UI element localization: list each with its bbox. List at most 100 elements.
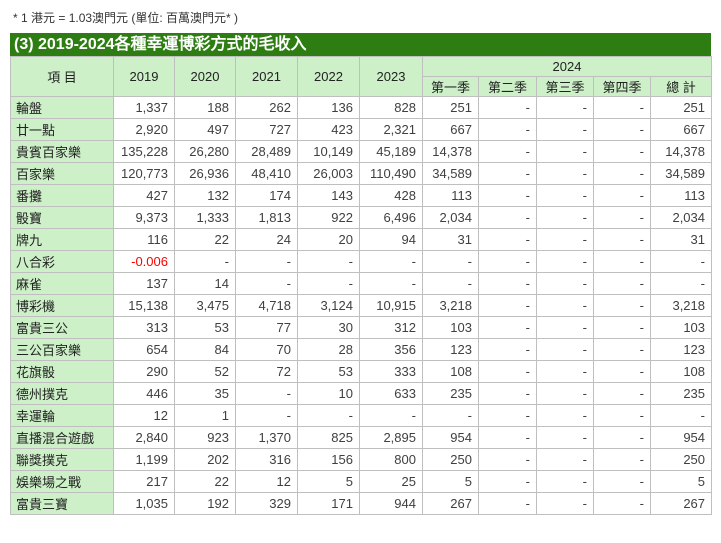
table-row: 富貴三公 313 53 77 30 312 103 - - - 103: [10, 316, 713, 339]
table-row: 花旗骰 290 52 72 53 333 108 - - - 108: [10, 360, 713, 383]
value-cell: 113: [422, 184, 479, 207]
value-cell: 123: [422, 338, 479, 361]
row-label: 廿一點: [10, 118, 114, 141]
value-cell: 156: [297, 448, 360, 471]
value-cell: 1,813: [235, 206, 298, 229]
value-cell: 2,321: [359, 118, 423, 141]
table-row: 富貴三寶 1,035 192 329 171 944 267 - - - 267: [10, 492, 713, 515]
value-cell: -: [536, 272, 594, 295]
value-cell: 497: [174, 118, 236, 141]
value-cell: -: [536, 470, 594, 493]
row-label: 貴賓百家樂: [10, 140, 114, 163]
value-cell: 1,035: [113, 492, 175, 515]
value-cell: 110,490: [359, 162, 423, 185]
value-cell: 423: [297, 118, 360, 141]
row-label: 輪盤: [10, 96, 114, 119]
value-cell: -: [649, 272, 713, 295]
value-cell: 944: [359, 492, 423, 515]
value-cell: 251: [649, 96, 713, 119]
table-row: 貴賓百家樂 135,228 26,280 28,489 10,149 45,18…: [10, 140, 713, 163]
value-cell: -: [536, 404, 594, 427]
value-cell: 1: [174, 404, 236, 427]
value-cell: 267: [422, 492, 479, 515]
value-cell: -: [593, 382, 651, 405]
col-header-2021: 2021: [235, 56, 298, 97]
value-cell: 1,337: [113, 96, 175, 119]
table-row: 百家樂 120,773 26,936 48,410 26,003 110,490…: [10, 162, 713, 185]
value-cell: 3,218: [422, 294, 479, 317]
value-cell: 143: [297, 184, 360, 207]
value-cell: 22: [174, 228, 236, 251]
value-cell: -: [536, 206, 594, 229]
value-cell: 103: [422, 316, 479, 339]
value-cell: 217: [113, 470, 175, 493]
value-cell: 12: [113, 404, 175, 427]
value-cell: 136: [297, 96, 360, 119]
col-header-q4: 第四季: [593, 76, 651, 97]
table-row: 聯獎撲克 1,199 202 316 156 800 250 - - - 250: [10, 448, 713, 471]
value-cell: 5: [422, 470, 479, 493]
value-cell: 192: [174, 492, 236, 515]
value-cell: 108: [422, 360, 479, 383]
value-cell: -: [536, 316, 594, 339]
table-row: 廿一點 2,920 497 727 423 2,321 667 - - - 66…: [10, 118, 713, 141]
value-cell: 10,149: [297, 140, 360, 163]
value-cell: -0.006: [113, 250, 175, 273]
value-cell: -: [478, 316, 537, 339]
value-cell: 132: [174, 184, 236, 207]
value-cell: -: [536, 338, 594, 361]
table-row: 幸運輪 12 1 - - - - - - - -: [10, 404, 713, 427]
value-cell: 922: [297, 206, 360, 229]
value-cell: 94: [359, 228, 423, 251]
table-row: 直播混合遊戲 2,840 923 1,370 825 2,895 954 - -…: [10, 426, 713, 449]
value-cell: 800: [359, 448, 423, 471]
value-cell: 31: [649, 228, 713, 251]
exchange-rate-note: * 1 港元 = 1.03澳門元 (單位: 百萬澳門元* ): [13, 11, 239, 25]
value-cell: 5: [297, 470, 360, 493]
col-header-2022: 2022: [297, 56, 360, 97]
table-row: 三公百家樂 654 84 70 28 356 123 - - - 123: [10, 338, 713, 361]
value-cell: 1,333: [174, 206, 236, 229]
value-cell: -: [536, 96, 594, 119]
value-cell: 103: [649, 316, 713, 339]
col-header-q2: 第二季: [478, 76, 537, 97]
value-cell: -: [536, 382, 594, 405]
col-header-2023: 2023: [359, 56, 423, 97]
value-cell: -: [359, 404, 423, 427]
value-cell: 34,589: [422, 162, 479, 185]
row-label: 富貴三公: [10, 316, 114, 339]
table-row: 輪盤 1,337 188 262 136 828 251 - - - 251: [10, 96, 713, 119]
table-title: (3) 2019-2024各種幸運博彩方式的毛收入: [10, 33, 711, 56]
value-cell: -: [536, 294, 594, 317]
value-cell: -: [235, 382, 298, 405]
row-label: 百家樂: [10, 162, 114, 185]
value-cell: 1,370: [235, 426, 298, 449]
value-cell: 174: [235, 184, 298, 207]
value-cell: -: [297, 272, 360, 295]
value-cell: 250: [649, 448, 713, 471]
value-cell: -: [478, 184, 537, 207]
value-cell: -: [536, 250, 594, 273]
value-cell: 2,840: [113, 426, 175, 449]
value-cell: -: [536, 228, 594, 251]
value-cell: -: [478, 162, 537, 185]
value-cell: -: [478, 250, 537, 273]
value-cell: 250: [422, 448, 479, 471]
value-cell: -: [536, 360, 594, 383]
value-cell: 667: [422, 118, 479, 141]
value-cell: -: [593, 162, 651, 185]
gaming-revenue-table: 項 目 2019 2020 2021 2022 2023 2024 第一季 第二…: [10, 56, 713, 515]
row-label: 三公百家樂: [10, 338, 114, 361]
value-cell: 22: [174, 470, 236, 493]
value-cell: -: [593, 294, 651, 317]
value-cell: 12: [235, 470, 298, 493]
value-cell: 14,378: [422, 140, 479, 163]
row-label: 番攤: [10, 184, 114, 207]
row-label: 娛樂場之戰: [10, 470, 114, 493]
value-cell: 1,199: [113, 448, 175, 471]
row-label: 幸運輪: [10, 404, 114, 427]
value-cell: 313: [113, 316, 175, 339]
value-cell: -: [422, 404, 479, 427]
value-cell: -: [422, 272, 479, 295]
value-cell: -: [174, 250, 236, 273]
